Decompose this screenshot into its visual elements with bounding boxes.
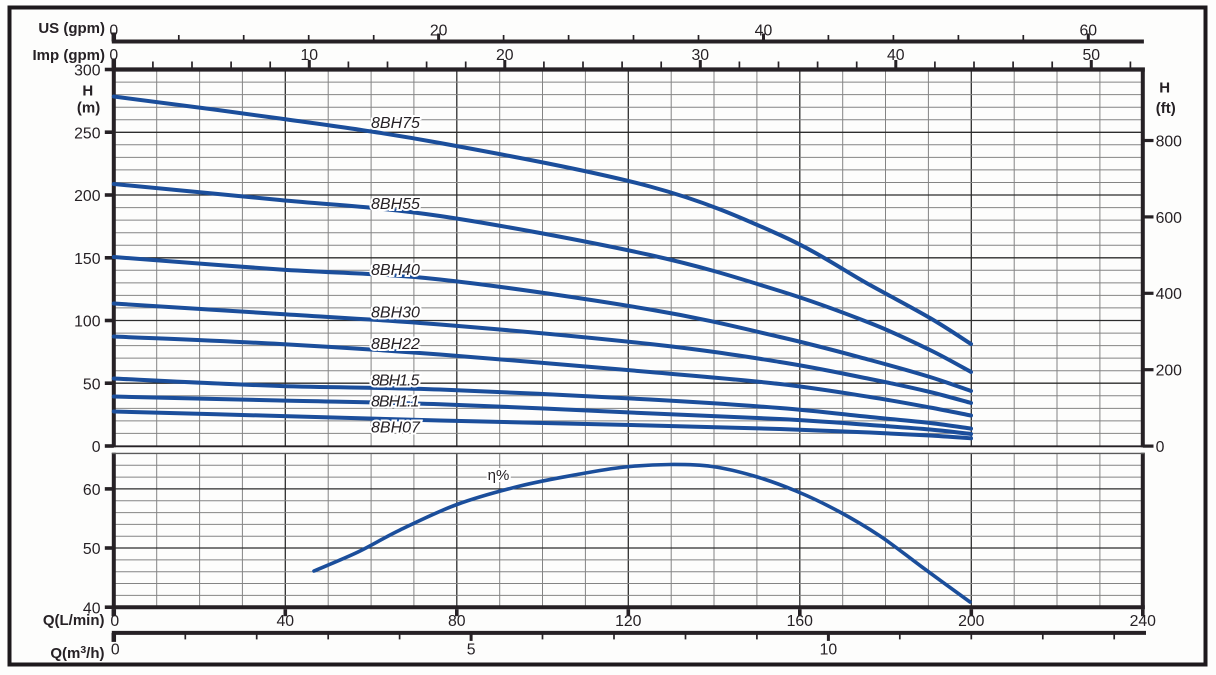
svg-text:600: 600 [1156,210,1183,227]
svg-text:40: 40 [277,613,295,630]
svg-text:0: 0 [110,613,119,630]
svg-text:20: 20 [496,47,514,64]
svg-text:40: 40 [755,23,773,40]
svg-text:300: 300 [74,63,101,80]
svg-text:160: 160 [787,613,814,630]
svg-text:5: 5 [467,642,476,659]
svg-text:8BH55: 8BH55 [371,196,420,213]
svg-text:40: 40 [83,600,101,617]
svg-text:250: 250 [74,125,101,142]
svg-text:40: 40 [887,47,905,64]
svg-text:8BH07: 8BH07 [371,419,421,436]
svg-text:60: 60 [83,482,101,499]
svg-text:8BH1.5: 8BH1.5 [371,372,419,389]
svg-text:50: 50 [83,541,101,558]
svg-text:8BH30: 8BH30 [371,304,420,321]
svg-text:8BH75: 8BH75 [371,115,420,132]
svg-text:0: 0 [111,642,120,659]
svg-text:80: 80 [448,613,466,630]
svg-text:0: 0 [109,47,118,64]
svg-text:10: 10 [301,47,319,64]
svg-text:50: 50 [1083,47,1101,64]
svg-text:(ft): (ft) [1156,100,1176,117]
svg-text:200: 200 [1156,363,1183,380]
svg-text:8BH1.1: 8BH1.1 [371,393,418,410]
svg-text:200: 200 [958,613,985,630]
svg-text:100: 100 [74,314,101,331]
svg-text:200: 200 [74,188,101,205]
svg-text:8BH40: 8BH40 [371,262,420,279]
svg-text:30: 30 [692,47,710,64]
svg-text:120: 120 [615,613,642,630]
svg-text:Q(L/min): Q(L/min) [43,612,105,629]
svg-text:H: H [82,83,93,100]
svg-text:20: 20 [430,23,448,40]
svg-text:0: 0 [1156,439,1165,456]
svg-text:H: H [1159,80,1170,97]
svg-text:US (gpm): US (gpm) [38,20,105,37]
svg-text:240: 240 [1130,613,1157,630]
svg-text:(m): (m) [77,100,100,117]
svg-text:800: 800 [1156,133,1183,150]
svg-text:0: 0 [109,23,118,40]
svg-text:10: 10 [820,642,838,659]
svg-text:400: 400 [1156,286,1183,303]
svg-text:50: 50 [83,376,101,393]
svg-text:Q(m3/h): Q(m3/h) [50,644,104,662]
svg-text:η%: η% [488,467,510,484]
svg-text:60: 60 [1080,23,1098,40]
svg-text:Imp (gpm): Imp (gpm) [33,47,106,64]
svg-text:150: 150 [74,251,101,268]
svg-text:8BH22: 8BH22 [371,336,420,353]
svg-text:0: 0 [92,439,101,456]
